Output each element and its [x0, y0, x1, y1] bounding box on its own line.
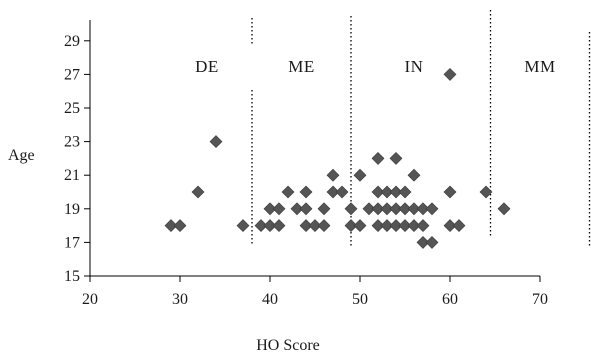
- data-point: [416, 202, 430, 216]
- data-point: [416, 219, 430, 233]
- region-label-de: DE: [195, 57, 219, 76]
- data-point: [389, 202, 403, 216]
- data-point: [308, 219, 322, 233]
- x-axis-label: HO Score: [256, 337, 320, 354]
- data-point: [425, 202, 439, 216]
- data-point: [452, 219, 466, 233]
- y-tick-label: 23: [64, 134, 80, 151]
- x-tick-label: 50: [352, 291, 368, 308]
- data-point: [407, 202, 421, 216]
- data-point: [497, 202, 511, 216]
- data-point: [425, 235, 439, 249]
- data-point: [344, 219, 358, 233]
- data-point: [263, 219, 277, 233]
- data-point: [263, 202, 277, 216]
- y-tick-label: 17: [64, 234, 80, 251]
- data-point: [335, 185, 349, 199]
- x-tick-label: 20: [82, 291, 98, 308]
- data-point: [173, 219, 187, 233]
- region-label-me: ME: [288, 57, 315, 76]
- data-point: [443, 67, 457, 81]
- data-point: [236, 219, 250, 233]
- data-point: [299, 202, 313, 216]
- data-point: [290, 202, 304, 216]
- axes: [89, 20, 540, 277]
- data-point: [326, 168, 340, 182]
- y-tick-label: 21: [64, 167, 80, 184]
- data-point: [209, 135, 223, 149]
- data-point: [443, 219, 457, 233]
- data-point: [272, 202, 286, 216]
- data-point: [380, 185, 394, 199]
- data-point: [398, 219, 412, 233]
- region-label-mm: MM: [524, 57, 555, 76]
- data-point: [272, 219, 286, 233]
- x-tick-label: 60: [442, 291, 458, 308]
- data-point: [371, 151, 385, 165]
- x-tick-label: 40: [262, 291, 278, 308]
- y-tick-label: 27: [64, 66, 80, 83]
- data-point: [353, 219, 367, 233]
- y-tick-label: 29: [64, 33, 80, 50]
- data-point: [317, 202, 331, 216]
- data-point: [398, 185, 412, 199]
- data-point: [299, 185, 313, 199]
- data-point: [326, 185, 340, 199]
- data-point: [389, 219, 403, 233]
- y-tick-label: 19: [64, 201, 80, 218]
- y-tick-label: 15: [64, 268, 80, 285]
- x-tick-label: 30: [172, 291, 188, 308]
- data-point: [407, 219, 421, 233]
- data-point: [407, 168, 421, 182]
- data-point: [281, 185, 295, 199]
- data-point: [389, 185, 403, 199]
- data-point: [254, 219, 268, 233]
- region-dividers: [251, 10, 591, 246]
- data-point: [398, 202, 412, 216]
- data-point: [362, 202, 376, 216]
- x-tick-label: 70: [532, 291, 548, 308]
- y-tick-label: 25: [64, 100, 80, 117]
- data-point: [191, 185, 205, 199]
- data-point: [380, 202, 394, 216]
- data-points: [164, 67, 511, 249]
- region-label-in: IN: [405, 57, 424, 76]
- data-point: [389, 151, 403, 165]
- data-point: [344, 202, 358, 216]
- tick-marks: 15 17 19 21 23 25 27 29 20 30 40 50 60 70: [64, 33, 548, 308]
- data-point: [299, 219, 313, 233]
- region-labels: DE ME IN MM: [195, 57, 555, 76]
- data-point: [479, 185, 493, 199]
- data-point: [164, 219, 178, 233]
- data-point: [371, 202, 385, 216]
- data-point: [317, 219, 331, 233]
- data-point: [371, 219, 385, 233]
- y-axis-label: Age: [8, 147, 35, 164]
- data-point: [371, 185, 385, 199]
- data-point: [353, 168, 367, 182]
- data-point: [416, 235, 430, 249]
- data-point: [443, 185, 457, 199]
- data-point: [380, 219, 394, 233]
